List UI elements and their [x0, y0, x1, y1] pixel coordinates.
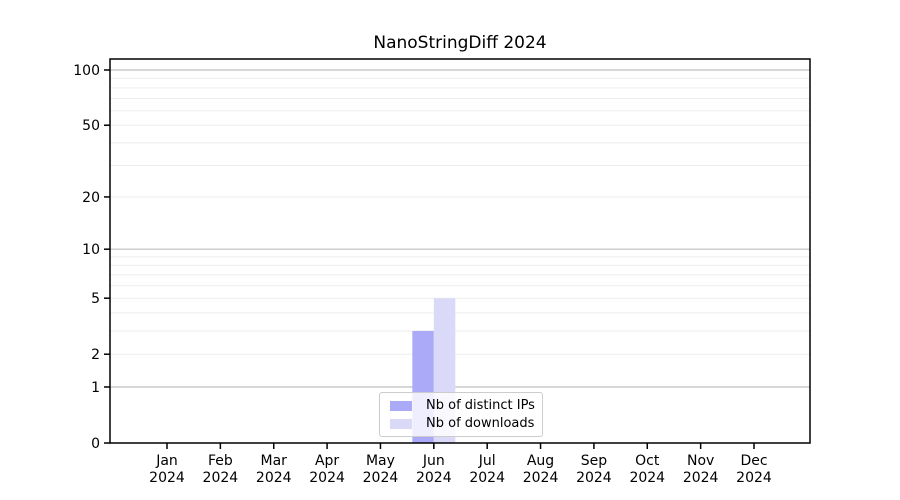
x-tick-label-month: Aug — [527, 453, 554, 469]
x-tick-label-month: Dec — [740, 453, 767, 469]
plot-border — [109, 58, 811, 444]
x-tick-label-month: Feb — [208, 453, 233, 469]
x-tick-label-year: 2024 — [736, 470, 772, 486]
chart-title: NanoStringDiff 2024 — [373, 33, 547, 53]
x-tick-label-year: 2024 — [256, 470, 292, 486]
x-tick-label-month: Jul — [478, 453, 496, 469]
y-tick-label: 50 — [82, 118, 100, 134]
x-tick-label-month: Sep — [581, 453, 608, 469]
x-tick-label-year: 2024 — [629, 470, 665, 486]
plot-background — [110, 59, 810, 443]
y-tick-label: 0 — [91, 436, 100, 452]
x-tick-label-month: Oct — [635, 453, 660, 469]
x-tick-label-year: 2024 — [149, 470, 185, 486]
legend-item-downloads: Nb of downloads — [387, 416, 535, 431]
x-tick-label-month: May — [366, 453, 395, 469]
legend-swatch-distinct-ips — [390, 400, 412, 411]
x-tick-label-year: 2024 — [416, 470, 452, 486]
y-tick-label: 1 — [91, 380, 100, 396]
x-tick-label-month: Jun — [422, 453, 445, 469]
x-tick-label-month: Jan — [155, 453, 178, 469]
y-tick-label: 20 — [82, 190, 100, 206]
x-tick-label-year: 2024 — [203, 470, 239, 486]
x-tick-label-year: 2024 — [469, 470, 505, 486]
legend-item-distinct-ips: Nb of distinct IPs — [387, 398, 535, 413]
legend-label-distinct-ips: Nb of distinct IPs — [426, 398, 535, 413]
y-tick-label: 5 — [91, 291, 100, 307]
x-tick-label-year: 2024 — [576, 470, 612, 486]
x-tick-label-year: 2024 — [523, 470, 559, 486]
x-tick-label-year: 2024 — [683, 470, 719, 486]
y-tick-label: 100 — [73, 63, 100, 79]
x-tick-label-year: 2024 — [363, 470, 399, 486]
legend: Nb of distinct IPs Nb of downloads — [379, 392, 543, 437]
x-tick-label-month: Apr — [315, 453, 339, 469]
x-tick-label-month: Nov — [687, 453, 714, 469]
y-tick-label: 10 — [82, 242, 100, 258]
x-tick-label-year: 2024 — [309, 470, 345, 486]
legend-label-downloads: Nb of downloads — [426, 416, 535, 431]
x-tick-label-month: Mar — [261, 453, 288, 469]
y-tick-label: 2 — [91, 347, 100, 363]
legend-swatch-downloads — [390, 418, 412, 429]
